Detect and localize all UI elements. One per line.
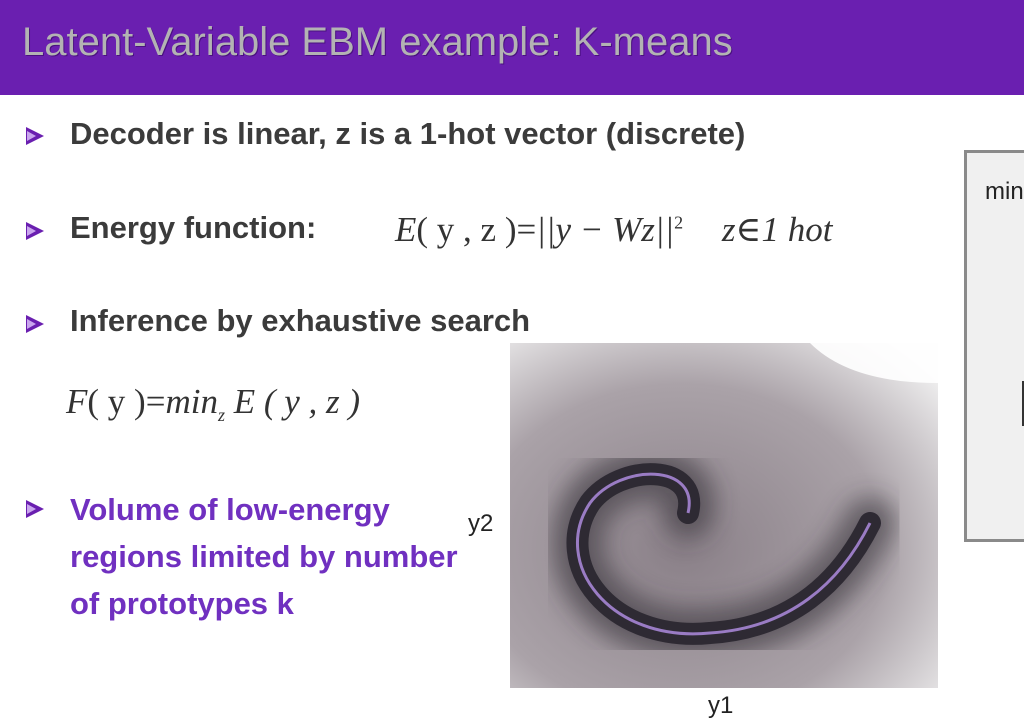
- free-eq-equals: =: [145, 382, 166, 421]
- energy-eq-exponent: 2: [674, 212, 684, 233]
- energy-eq-norm: ||y − Wz||: [536, 210, 675, 249]
- energy-eq-constraint: z∈1 hot: [721, 210, 833, 249]
- bullet-4-text: Volume of low-energy regions limited by …: [70, 492, 458, 621]
- y-axis-label: y2: [468, 510, 494, 537]
- side-panel-text: min: [985, 178, 1024, 205]
- free-eq-rhs: E ( y , z ): [233, 382, 361, 421]
- bullet-arrow-icon: [26, 500, 44, 518]
- free-eq-args: ( y ): [87, 382, 146, 421]
- x-axis-label: y1: [708, 692, 734, 719]
- bullet-arrow-icon: [26, 222, 44, 240]
- bullet-3-text: Inference by exhaustive search: [70, 303, 531, 338]
- energy-landscape-plot: [510, 343, 938, 688]
- side-panel: min: [964, 150, 1024, 542]
- bullet-2-text: Energy function:: [70, 210, 317, 245]
- bullet-1-text: Decoder is linear, z is a 1-hot vector (…: [70, 116, 746, 151]
- bullet-arrow-icon: [26, 315, 44, 333]
- bullet-arrow-icon: [26, 127, 44, 145]
- plot-light-region: [510, 343, 938, 383]
- free-energy-equation: F( y )=minz E ( y , z ): [66, 382, 360, 426]
- energy-equation: E( y , z )=||y − Wz||2 z∈1 hot: [395, 210, 832, 250]
- energy-eq-lhs: E: [395, 210, 417, 249]
- energy-eq-args: ( y , z ): [416, 210, 517, 249]
- side-panel-mark: [1022, 381, 1024, 426]
- free-eq-subscript: z: [217, 405, 225, 425]
- title-bar: Latent-Variable EBM example: K-means: [0, 0, 1024, 95]
- free-eq-min: min: [165, 382, 218, 421]
- prototype-spiral-line: [576, 472, 872, 636]
- slide-title: Latent-Variable EBM example: K-means: [22, 20, 733, 64]
- free-eq-lhs: F: [66, 382, 88, 421]
- energy-eq-equals: =: [516, 210, 537, 249]
